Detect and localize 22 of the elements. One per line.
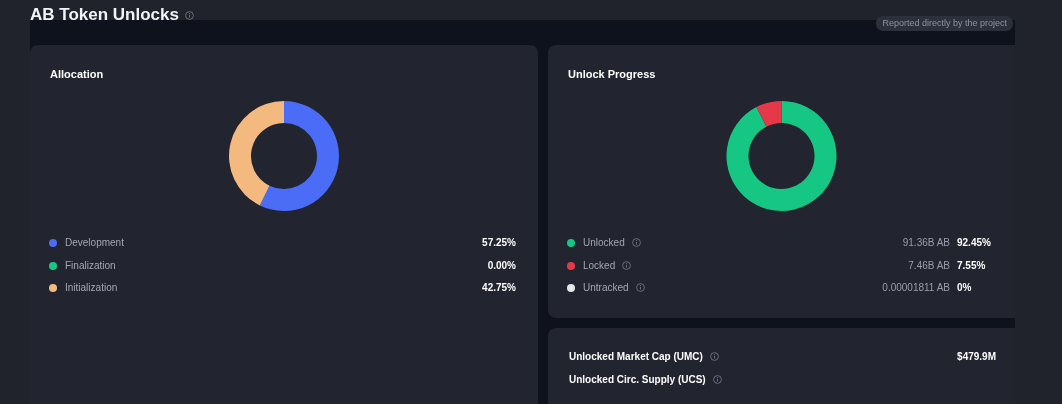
- legend-label: Development: [65, 237, 124, 249]
- text: AB Token Unlocks: [30, 5, 179, 25]
- legend-label: Unlocked: [583, 237, 625, 249]
- data-label: 57.25%: [482, 237, 516, 249]
- text: 91.36B AB: [902, 237, 950, 249]
- legend-label: Untracked: [583, 282, 629, 294]
- text: 0.00001811 AB: [882, 282, 950, 294]
- category-label: Unlocked Circ. Supply (UCS): [569, 374, 706, 386]
- text: 7.46B AB: [908, 259, 950, 272]
- data-label: 92.45%: [957, 237, 991, 249]
- category-label: Unlocked Market Cap (UMC): [569, 351, 703, 363]
- legend-label: Finalization: [65, 259, 116, 272]
- chart-title: Unlock Progress: [568, 68, 656, 80]
- chart-title: Allocation: [50, 68, 104, 80]
- text: 0.00%: [487, 259, 516, 271]
- legend-label: Initialization: [65, 282, 118, 294]
- data-label: 7.55%: [957, 259, 986, 272]
- text: Reported directly by the project: [876, 16, 1013, 31]
- text: 0%: [957, 282, 972, 293]
- text: $479.9M: [957, 351, 996, 362]
- data-label: 42.75%: [482, 282, 516, 294]
- legend-label: Locked: [583, 259, 616, 272]
